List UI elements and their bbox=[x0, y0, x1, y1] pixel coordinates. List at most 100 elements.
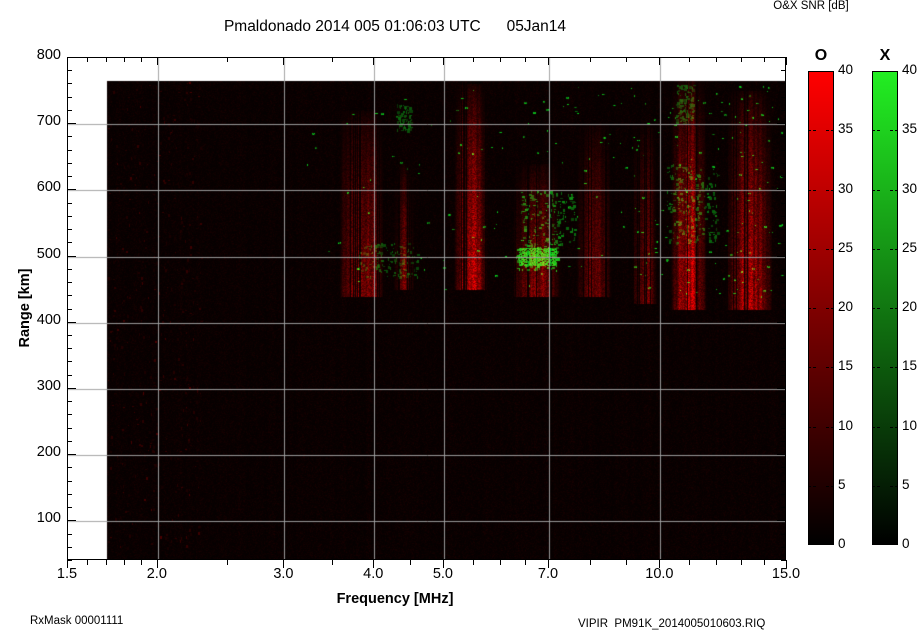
y-tick-minor bbox=[67, 215, 72, 217]
colorbar-tick bbox=[872, 130, 880, 132]
y-tick-major-right bbox=[777, 321, 786, 323]
x-tick-minor-top bbox=[626, 57, 628, 62]
page-title: Pmaldonado 2014 005 01:06:03 UTC 05Jan14 bbox=[223, 18, 567, 35]
x-tick-major bbox=[548, 560, 550, 568]
x-tick-label: 7.0 bbox=[537, 566, 559, 582]
y-tick-major bbox=[67, 255, 76, 257]
y-tick-minor-right bbox=[781, 374, 786, 376]
colorbar-tick bbox=[808, 426, 816, 428]
colorbar-tick bbox=[808, 189, 816, 191]
y-tick-label: 800 bbox=[36, 47, 61, 63]
y-tick-label: 600 bbox=[36, 179, 61, 196]
y-tick-minor bbox=[67, 242, 72, 244]
colorbar-tick bbox=[890, 485, 898, 487]
x-tick-minor-top bbox=[106, 57, 108, 62]
y-tick-minor-right bbox=[781, 176, 786, 178]
colorbar-tick bbox=[826, 308, 834, 309]
x-tick-minor-top bbox=[589, 57, 591, 62]
y-tick-minor-right bbox=[781, 507, 786, 509]
x-tick-major-top bbox=[283, 57, 285, 65]
x-tick-minor-top bbox=[123, 57, 125, 62]
colorbar-tick bbox=[826, 485, 834, 487]
colorbar-tick bbox=[890, 308, 898, 309]
colorbar-tick-label: 10 bbox=[838, 417, 854, 433]
colorbar-tick-label: 15 bbox=[838, 358, 854, 374]
x-tick-minor-top bbox=[741, 57, 743, 62]
x-tick-minor-top bbox=[689, 57, 691, 62]
y-tick-minor-right bbox=[781, 229, 786, 231]
colorbar-tick bbox=[890, 130, 898, 132]
colorbar-title: O&X SNR [dB] bbox=[773, 0, 849, 12]
colorbar-tick bbox=[872, 308, 880, 309]
x-tick-minor-top bbox=[331, 57, 333, 62]
x-tick-minor bbox=[331, 560, 333, 565]
y-tick-minor-right bbox=[781, 242, 786, 244]
x-tick-minor bbox=[472, 560, 474, 565]
y-tick-minor-right bbox=[781, 361, 786, 363]
y-tick-label: 700 bbox=[36, 113, 61, 130]
x-tick-major bbox=[659, 560, 661, 568]
colorbar-tick-label: 35 bbox=[838, 121, 854, 137]
y-tick-minor bbox=[67, 414, 72, 416]
x-tick-minor bbox=[689, 560, 691, 565]
y-tick-major-right bbox=[777, 255, 786, 257]
colorbar-tick-label: 0 bbox=[838, 536, 846, 551]
x-tick-minor bbox=[524, 560, 526, 565]
x-tick-minor bbox=[87, 560, 89, 565]
colorbar-tick bbox=[890, 426, 898, 428]
x-tick-minor-top bbox=[410, 57, 412, 62]
y-tick-minor-right bbox=[781, 560, 786, 561]
x-tick-minor bbox=[626, 560, 628, 565]
x-tick-label: 3.0 bbox=[273, 566, 294, 582]
y-tick-minor-right bbox=[781, 440, 786, 442]
x-tick-minor bbox=[226, 560, 228, 565]
y-tick-minor bbox=[67, 162, 72, 164]
x-tick-minor-top bbox=[87, 57, 89, 62]
y-tick-minor bbox=[67, 348, 72, 350]
colorbar-tick-label: 5 bbox=[902, 476, 910, 492]
x-tick-minor-top bbox=[472, 57, 474, 62]
colorbar-tick bbox=[872, 367, 880, 369]
colorbar-tick bbox=[808, 308, 816, 309]
colorbar-tick-label: 30 bbox=[902, 180, 918, 196]
colorbar-tick-label: 20 bbox=[838, 299, 854, 314]
x-tick-major-top bbox=[373, 57, 375, 65]
y-tick-minor bbox=[67, 202, 72, 204]
y-tick-minor bbox=[67, 480, 72, 482]
y-tick-minor-right bbox=[781, 282, 786, 284]
y-tick-minor-right bbox=[781, 70, 786, 72]
x-tick-label: 4.0 bbox=[363, 566, 384, 582]
colorbar-tick bbox=[826, 248, 834, 250]
y-tick-minor bbox=[67, 268, 72, 270]
y-tick-minor bbox=[67, 229, 72, 231]
colorbar-tick bbox=[890, 189, 898, 191]
x-tick-minor bbox=[123, 560, 125, 565]
y-tick-major-right bbox=[777, 57, 786, 58]
colorbar-tick-label: 25 bbox=[902, 239, 918, 255]
y-tick-minor bbox=[67, 70, 72, 72]
y-tick-label: 400 bbox=[36, 311, 61, 328]
y-tick-minor-right bbox=[781, 414, 786, 416]
x-tick-major bbox=[283, 560, 285, 568]
y-tick-minor-right bbox=[781, 493, 786, 495]
x-tick-major-top bbox=[156, 57, 158, 65]
x-tick-major bbox=[786, 560, 787, 568]
x-tick-major-top bbox=[786, 57, 787, 65]
x-tick-major-top bbox=[659, 57, 661, 65]
y-tick-major-right bbox=[777, 520, 786, 522]
colorbar-tick-label: 15 bbox=[902, 358, 918, 374]
y-tick-minor bbox=[67, 96, 72, 98]
y-tick-minor-right bbox=[781, 348, 786, 350]
colorbar-tick bbox=[826, 426, 834, 428]
y-tick-minor bbox=[67, 560, 72, 561]
y-tick-minor-right bbox=[781, 96, 786, 98]
y-tick-minor bbox=[67, 282, 72, 284]
colorbar-x-head: X bbox=[879, 47, 891, 64]
y-tick-minor bbox=[67, 334, 72, 336]
x-tick-minor bbox=[589, 560, 591, 565]
colorbar-o-head: O bbox=[814, 47, 828, 64]
x-tick-minor bbox=[140, 560, 142, 565]
x-tick-minor-top bbox=[226, 57, 228, 62]
colorbar-tick bbox=[872, 426, 880, 428]
